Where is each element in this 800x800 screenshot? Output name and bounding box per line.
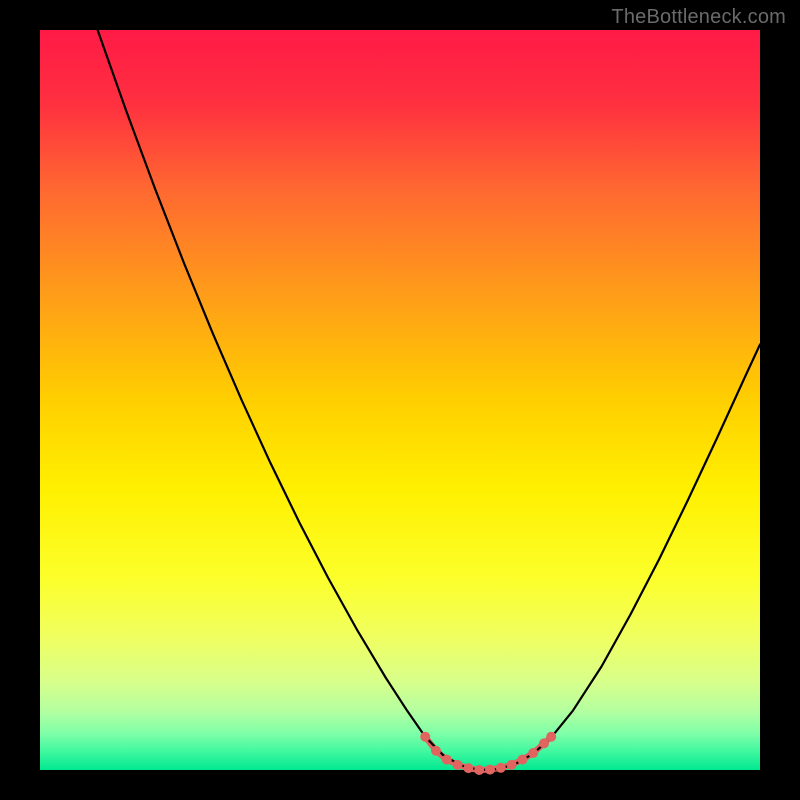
highlight-dot [442,755,452,765]
highlight-dot [517,755,527,765]
highlight-dot [546,732,556,742]
highlight-dot [431,746,441,756]
highlight-dot [453,760,463,770]
highlight-dot [420,732,430,742]
highlight-dot [528,748,538,758]
highlight-dot [507,760,517,770]
bottleneck-curve [40,30,760,770]
chart-area [40,30,760,770]
highlight-dot [474,765,484,775]
highlight-dot [463,763,473,773]
highlight-dot [485,765,495,775]
highlight-dot [496,763,506,773]
curve-line [98,30,760,770]
watermark-text: TheBottleneck.com [611,6,786,29]
